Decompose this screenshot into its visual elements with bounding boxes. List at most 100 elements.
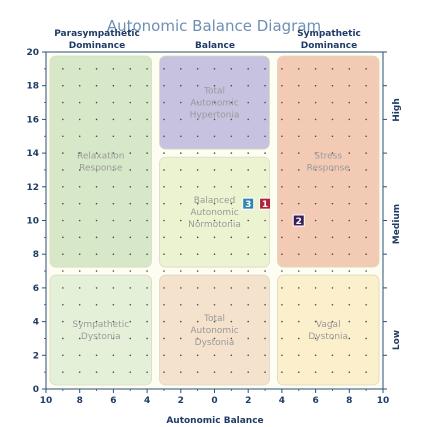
grid-dot — [129, 371, 132, 373]
grid-dot — [297, 101, 300, 104]
grid-dot — [331, 303, 334, 306]
grid-dot — [62, 219, 64, 222]
grid-dot — [247, 253, 249, 255]
grid-dot — [297, 320, 300, 323]
grid-dot — [264, 219, 266, 222]
x-tick-label: 8 — [77, 396, 83, 406]
grid-dot — [348, 253, 351, 255]
grid-dot — [348, 152, 351, 154]
grid-dot — [348, 287, 351, 289]
grid-dot — [112, 253, 115, 255]
x-tick-label: 0 — [211, 396, 217, 406]
grid-dot — [213, 84, 216, 87]
grid-dot — [365, 202, 367, 205]
grid-dot — [331, 186, 334, 188]
grid-dot — [78, 371, 81, 373]
grid-dot — [213, 118, 216, 121]
grid-dot — [314, 219, 317, 222]
grid-dot — [365, 169, 367, 171]
grid-dot — [213, 320, 216, 323]
grid-dot — [196, 320, 199, 323]
grid-dot — [314, 101, 317, 104]
grid-dot — [281, 253, 283, 255]
grid-dot — [163, 68, 165, 70]
grid-dot — [95, 118, 98, 121]
grid-dot — [230, 186, 233, 188]
region-3-label-line-2: Normotonia — [188, 220, 241, 230]
grid-dot — [331, 219, 334, 222]
grid-dot — [146, 84, 148, 87]
grid-dot — [331, 253, 334, 255]
grid-dot — [314, 186, 317, 188]
grid-dot — [213, 270, 216, 272]
grid-dot — [163, 84, 165, 87]
grid-dot — [264, 253, 266, 255]
grid-dot — [180, 219, 182, 222]
grid-dot — [331, 135, 334, 138]
row-label-medium: Medium — [392, 204, 402, 244]
grid-dot — [230, 354, 233, 357]
region-6 — [277, 274, 380, 386]
grid-dot — [95, 135, 98, 138]
grid-dot — [95, 202, 98, 205]
grid-dot — [146, 186, 148, 188]
grid-dot — [230, 84, 233, 87]
grid-dot — [331, 287, 334, 289]
grid-dot — [146, 270, 148, 272]
grid-dot — [146, 320, 148, 323]
grid-dot — [331, 101, 334, 104]
grid-dot — [348, 354, 351, 357]
grid-dot — [314, 84, 317, 87]
grid-dot — [264, 84, 266, 87]
grid-dot — [180, 101, 182, 104]
grid-dot — [247, 337, 249, 340]
grid-dot — [230, 303, 233, 306]
x-tick-label: 8 — [346, 396, 352, 406]
grid-dot — [314, 303, 317, 306]
y-tick-label: 2 — [33, 351, 39, 361]
y-tick-label: 18 — [26, 82, 39, 92]
grid-dot — [281, 303, 283, 306]
grid-dot — [78, 84, 81, 87]
grid-dot — [264, 101, 266, 104]
x-tick-label: 4 — [144, 396, 150, 406]
grid-dot — [62, 303, 64, 306]
grid-dot — [180, 287, 182, 289]
grid-dot — [264, 169, 266, 171]
grid-dot — [180, 371, 182, 373]
grid-dot — [281, 337, 283, 340]
grid-dot — [112, 202, 115, 205]
chart-title: Autonomic Balance Diagram — [107, 17, 321, 35]
grid-dot — [163, 354, 165, 357]
grid-dot — [331, 320, 334, 323]
grid-dot — [146, 68, 148, 70]
grid-dot — [112, 371, 115, 373]
grid-dot — [331, 337, 334, 340]
grid-dot — [247, 152, 249, 154]
grid-dot — [247, 169, 249, 171]
grid-dot — [230, 219, 233, 222]
grid-dot — [146, 287, 148, 289]
grid-dot — [129, 186, 132, 188]
grid-dot — [281, 68, 283, 70]
grid-dot — [281, 169, 283, 171]
grid-dot — [95, 68, 98, 70]
grid-dots-layer — [62, 68, 367, 373]
grid-dot — [95, 270, 98, 272]
grid-dot — [62, 101, 64, 104]
x-axis-label: Autonomic Balance — [166, 416, 263, 426]
grid-dot — [112, 320, 115, 323]
grid-dot — [348, 337, 351, 340]
grid-dot — [297, 371, 300, 373]
grid-dot — [112, 118, 115, 121]
grid-dot — [213, 219, 216, 222]
grid-dot — [180, 169, 182, 171]
grid-dot — [196, 152, 199, 154]
grid-dot — [348, 371, 351, 373]
grid-dot — [213, 287, 216, 289]
grid-dot — [196, 84, 199, 87]
grid-dot — [95, 371, 98, 373]
grid-dot — [129, 84, 132, 87]
grid-dot — [281, 186, 283, 188]
grid-dot — [146, 101, 148, 104]
